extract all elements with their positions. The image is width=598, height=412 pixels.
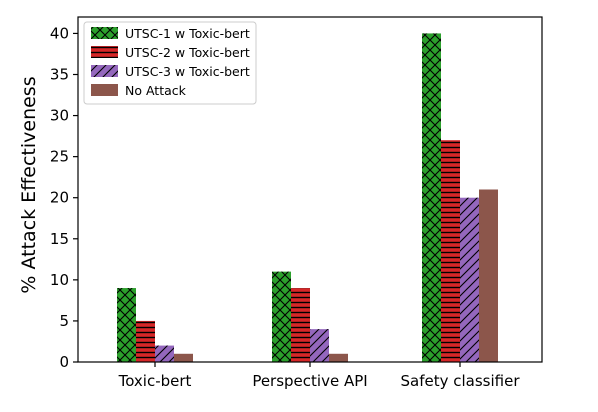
y-axis-label: % Attack Effectiveness [18,76,40,293]
x-tick-label-perspective-api: Perspective API [252,372,367,390]
bar-utsc-1-w-toxic-bert-safety-classifier [422,33,441,363]
legend-swatch-utsc-2-w-toxic-bert [91,46,118,58]
bar-no-attack-safety-classifier [479,189,498,362]
legend: UTSC-1 w Toxic-bert UTSC-2 w Toxic-bert UT… [83,21,257,105]
y-tick-label: 35 [50,66,69,84]
bar-utsc-2-w-toxic-bert-toxic-bert [136,320,155,362]
y-tick-label: 0 [59,353,69,371]
y-tick-label: 30 [50,107,69,125]
x-tick-label-safety-classifier: Safety classifier [401,372,521,390]
bar-utsc-3-w-toxic-bert-safety-classifier [460,197,479,362]
legend-box [83,21,257,105]
y-axis: 0 5 10 15 20 25 30 35 40 [50,24,78,371]
bar-no-attack-toxic-bert [174,353,193,362]
bar-utsc-3-w-toxic-bert-perspective-api [310,329,329,362]
x-axis: Toxic-bert Perspective API Safety classifi… [118,362,521,390]
y-tick-label: 5 [59,312,69,330]
bar-utsc-2-w-toxic-bert-safety-classifier [441,140,460,362]
bar-no-attack-perspective-api [329,353,348,362]
plot-area [117,33,498,363]
legend-label-utsc-1-w-toxic-bert: UTSC-1 w Toxic-bert [125,26,250,41]
y-tick-label: 20 [50,189,69,207]
bar-utsc-3-w-toxic-bert-toxic-bert [155,345,174,362]
bar-utsc-1-w-toxic-bert-toxic-bert [117,288,136,362]
y-tick-label: 25 [50,148,69,166]
bar-utsc-2-w-toxic-bert-perspective-api [291,288,310,362]
y-tick-label: 15 [50,230,69,248]
y-tick-label: 10 [50,271,69,289]
legend-label-utsc-2-w-toxic-bert: UTSC-2 w Toxic-bert [125,45,250,60]
legend-label-no-attack: No Attack [125,83,187,98]
bar-utsc-1-w-toxic-bert-perspective-api [272,271,291,362]
legend-swatch-utsc-1-w-toxic-bert [91,27,118,39]
legend-swatch-utsc-3-w-toxic-bert [91,65,118,77]
legend-label-utsc-3-w-toxic-bert: UTSC-3 w Toxic-bert [125,64,250,79]
plot-frame [77,16,543,363]
y-tick-label: 40 [50,24,69,42]
x-tick-label-toxic-bert: Toxic-bert [118,372,192,390]
legend-swatch-no-attack [91,84,118,96]
